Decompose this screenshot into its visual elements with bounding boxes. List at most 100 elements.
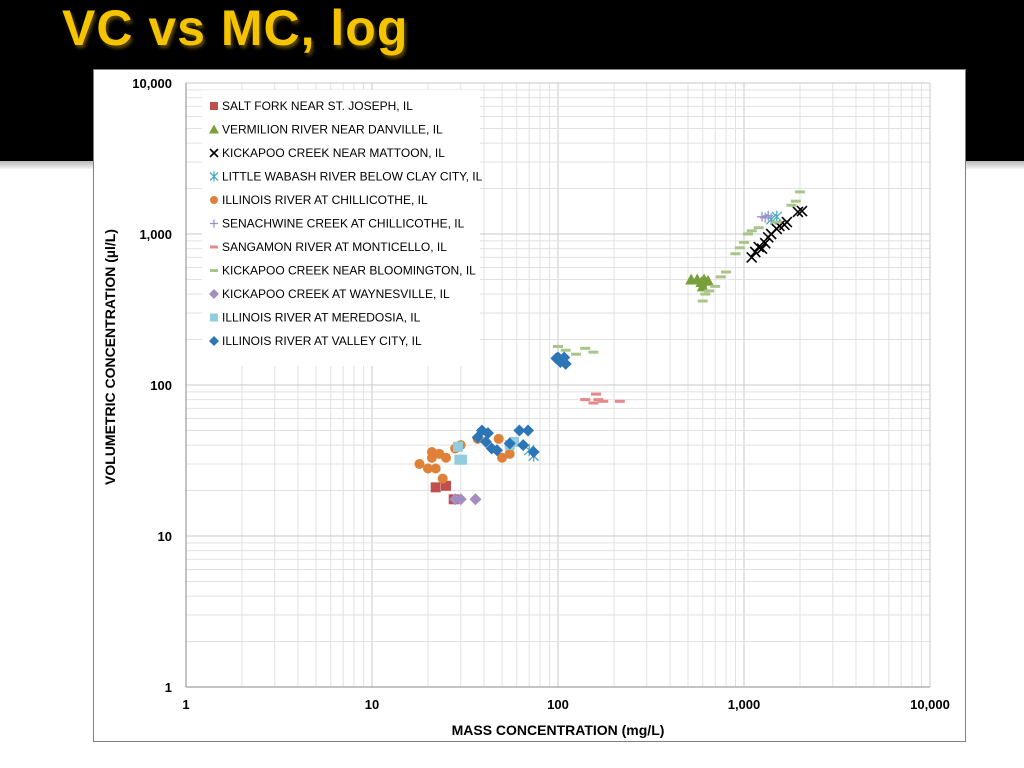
dash-marker <box>598 399 609 403</box>
slide-title: VC vs MC, log <box>62 0 409 56</box>
circle-marker <box>422 463 433 474</box>
dash-marker <box>790 199 801 203</box>
x-marker <box>209 148 219 158</box>
dash-marker <box>588 350 599 354</box>
square-marker <box>210 313 218 322</box>
x-marker <box>792 206 804 218</box>
series <box>685 273 714 292</box>
dash-marker <box>710 284 721 288</box>
legend-label: ILLINOIS RIVER AT MEREDOSIA, IL <box>222 311 421 325</box>
legend-item: ILLINOIS RIVER AT MEREDOSIA, IL <box>210 311 421 325</box>
y-tick-label: 1 <box>165 680 172 695</box>
legend-label: LITTLE WABASH RIVER BELOW CLAY CITY, IL <box>222 170 483 184</box>
circle-marker <box>430 463 441 474</box>
dash-marker <box>742 232 753 236</box>
scatter-chart: 1 10 100 1,000 10,000 1 10 100 1,000 10,000 SALT … <box>102 76 950 738</box>
chart-frame: 1 10 100 1,000 10,000 1 10 100 1,000 10,000 SALT … <box>93 69 966 742</box>
series <box>746 205 808 263</box>
dash-marker <box>753 226 764 230</box>
legend-label: KICKAPOO CREEK NEAR MATTOON, IL <box>222 146 445 160</box>
dash-marker <box>593 398 604 402</box>
legend-label: SENACHWINE CREEK AT CHILLICOTHE, IL <box>222 217 465 231</box>
circle-marker <box>504 448 515 459</box>
dash-marker <box>771 220 782 224</box>
x-marker <box>746 251 758 263</box>
square-marker <box>453 441 464 452</box>
legend-item: KICKAPOO CREEK AT WAYNESVILLE, IL <box>209 287 450 301</box>
dash-marker <box>700 292 711 296</box>
tick-labels: 1 10 100 1,000 10,000 1 10 100 1,000 10,000 <box>132 76 950 712</box>
legend-label: KICKAPOO CREEK NEAR BLOOMINGTON, IL <box>222 264 476 278</box>
series <box>580 392 625 405</box>
square-marker <box>430 482 441 493</box>
dash-marker <box>590 392 601 396</box>
dash-marker <box>580 346 591 350</box>
legend-item: SALT FORK NEAR ST. JOSEPH, IL <box>210 99 413 113</box>
square-marker <box>210 102 218 110</box>
legend-label: SALT FORK NEAR ST. JOSEPH, IL <box>222 99 413 113</box>
diamond-marker <box>513 424 526 437</box>
diamond-marker <box>517 439 530 452</box>
diamond-marker <box>454 493 467 506</box>
square-marker <box>457 454 468 465</box>
triangle-marker <box>209 124 219 134</box>
y-axis-label: VOLUMETRIC CONCENTRATION (µl/L) <box>102 229 118 485</box>
diamond-marker <box>209 336 219 346</box>
series <box>553 190 805 356</box>
dash-marker <box>580 398 591 402</box>
dash-marker <box>588 401 599 405</box>
plus-marker <box>210 219 218 228</box>
legend-item: ILLINOIS RIVER AT VALLEY CITY, IL <box>209 334 422 348</box>
legend-item: KICKAPOO CREEK NEAR BLOOMINGTON, IL <box>210 264 476 278</box>
dash-marker <box>730 252 741 256</box>
dash-marker <box>715 275 726 279</box>
y-tick-label: 10,000 <box>132 76 172 91</box>
dash-marker <box>734 246 745 250</box>
legend-label: ILLINOIS RIVER AT CHILLICOTHE, IL <box>222 193 428 207</box>
axes <box>185 83 930 688</box>
legend-label: KICKAPOO CREEK AT WAYNESVILLE, IL <box>222 287 450 301</box>
x-tick-label: 100 <box>547 697 569 712</box>
x-marker <box>753 241 765 253</box>
x-marker <box>759 237 771 249</box>
diamond-marker <box>481 427 494 440</box>
x-marker <box>749 246 761 258</box>
y-tick-label: 100 <box>150 378 172 393</box>
x-marker <box>756 243 768 255</box>
square-marker <box>441 480 452 491</box>
dash-marker <box>553 344 563 348</box>
circle-marker <box>493 433 504 444</box>
legend-item: KICKAPOO CREEK NEAR MATTOON, IL <box>209 146 445 160</box>
dash-marker <box>210 269 218 272</box>
dash-marker <box>794 190 805 194</box>
diamond-marker <box>503 437 516 450</box>
legend-label: ILLINOIS RIVER AT VALLEY CITY, IL <box>222 334 422 348</box>
dash-marker <box>210 245 218 249</box>
triangle-marker <box>701 274 714 286</box>
series <box>757 210 774 223</box>
series <box>449 493 482 506</box>
diamond-marker <box>491 444 504 457</box>
legend-label: VERMILION RIVER NEAR DANVILLE, IL <box>222 123 443 137</box>
y-tick-label: 10 <box>158 529 172 544</box>
dash-marker <box>571 352 582 356</box>
dash-marker <box>720 270 731 274</box>
circle-marker <box>414 458 425 469</box>
dash-marker <box>697 299 708 303</box>
y-tick-label: 1,000 <box>139 227 172 242</box>
data-points <box>414 190 808 506</box>
dash-marker <box>739 240 749 244</box>
series <box>471 351 572 458</box>
dash-marker <box>704 289 715 293</box>
diamond-marker <box>522 424 535 437</box>
legend-background <box>202 90 480 366</box>
x-tick-label: 10 <box>365 697 379 712</box>
x-marker <box>796 205 808 217</box>
dash-marker <box>746 229 757 233</box>
legend: SALT FORK NEAR ST. JOSEPH, IL VERMILION R… <box>202 90 483 366</box>
legend-item: LITTLE WABASH RIVER BELOW CLAY CITY, IL <box>209 170 483 184</box>
legend-item: SENACHWINE CREEK AT CHILLICOTHE, IL <box>210 217 465 231</box>
legend-item: ILLINOIS RIVER AT CHILLICOTHE, IL <box>210 193 428 207</box>
x-axis-label: MASS CONCENTRATION (mg/L) <box>452 722 665 738</box>
triangle-marker <box>696 280 709 292</box>
